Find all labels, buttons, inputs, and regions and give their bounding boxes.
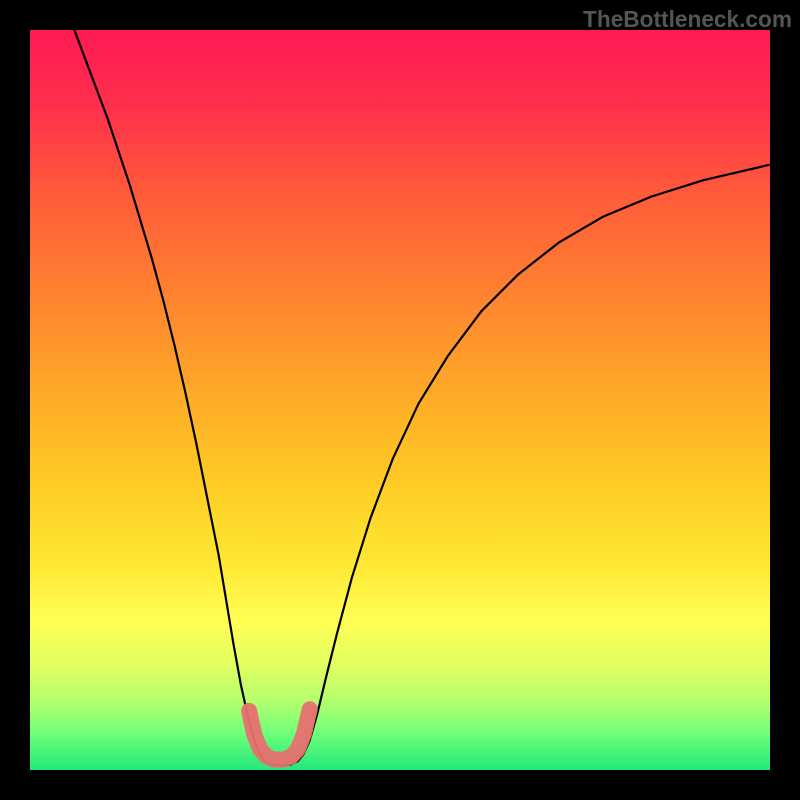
- plot-area: [30, 30, 770, 770]
- gradient-background: [30, 30, 770, 770]
- watermark-text: TheBottleneck.com: [583, 6, 792, 33]
- chart-outer-frame: TheBottleneck.com: [0, 0, 800, 800]
- chart-svg: [30, 30, 770, 770]
